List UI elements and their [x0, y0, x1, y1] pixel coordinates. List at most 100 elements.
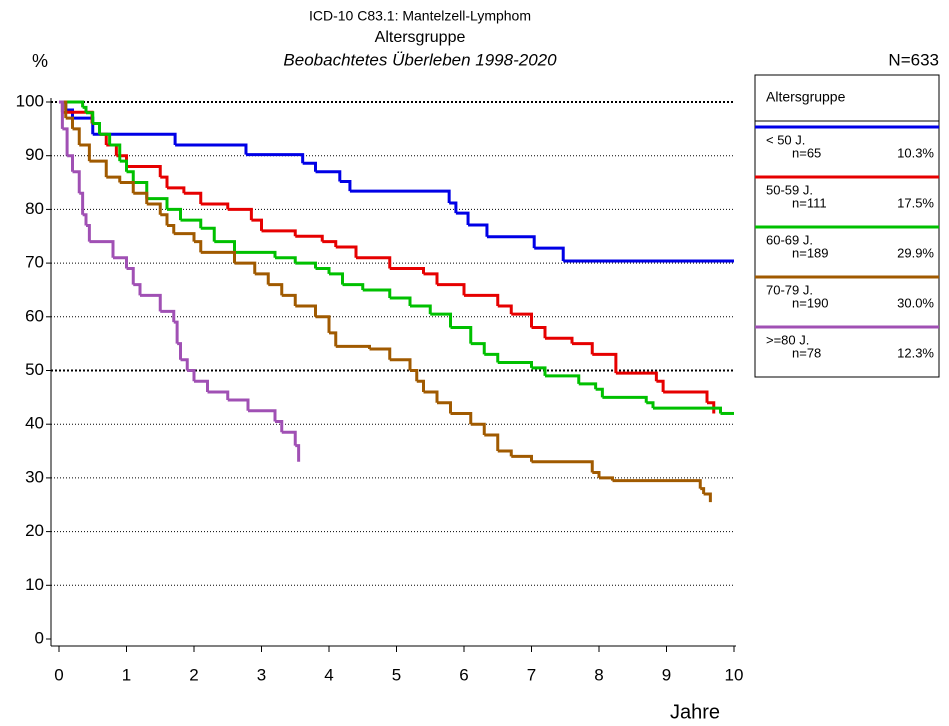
survival-step — [416, 379, 425, 392]
survival-step — [109, 143, 122, 162]
survival-step — [146, 197, 169, 210]
survival-step — [133, 283, 142, 296]
survival-step — [194, 379, 209, 392]
survival-step — [62, 127, 69, 156]
survival-step — [82, 105, 88, 113]
chart-title: ICD-10 C83.1: Mantelzell-Lymphom — [309, 8, 531, 24]
survival-step — [315, 315, 331, 333]
survival-step — [653, 406, 722, 414]
survival-step — [79, 143, 91, 162]
survival-step — [268, 283, 284, 296]
survival-step — [315, 170, 342, 182]
survival-step — [194, 240, 203, 253]
legend-label: 70-79 J. — [766, 282, 813, 297]
survival-step — [592, 471, 601, 478]
y-tick-label: 80 — [25, 199, 44, 218]
survival-step — [173, 232, 196, 242]
survival-step — [234, 250, 277, 258]
survival-step — [275, 256, 297, 264]
survival-step — [214, 240, 236, 253]
survival-step — [160, 309, 176, 323]
survival-step — [703, 492, 712, 503]
survival-step — [599, 476, 614, 481]
survival-step — [99, 132, 112, 145]
survival-step — [254, 272, 270, 285]
survival-step — [82, 213, 88, 226]
survival-step — [99, 132, 108, 145]
survival-step — [486, 235, 536, 249]
survival-step — [126, 170, 135, 183]
survival-step — [167, 224, 176, 234]
survival-step — [449, 201, 458, 214]
survival-step — [119, 181, 135, 194]
survival-step — [281, 293, 297, 307]
survival-step — [113, 256, 128, 269]
survival-step — [464, 293, 500, 307]
legend-share: 12.3% — [897, 345, 934, 360]
x-tick-label: 0 — [54, 665, 63, 684]
survival-step — [295, 444, 301, 462]
survival-step — [470, 342, 486, 355]
survival-step — [534, 246, 565, 261]
legend-label: 60-69 J. — [766, 232, 813, 247]
survival-step — [275, 420, 284, 433]
survival-step — [245, 153, 305, 164]
survival-step — [329, 331, 338, 347]
survival-step — [369, 347, 392, 360]
legend-title: Altersgruppe — [766, 89, 846, 105]
survival-step — [450, 326, 473, 344]
survival-step — [207, 390, 230, 401]
x-tick-label: 1 — [122, 665, 131, 684]
survival-step — [497, 449, 513, 457]
survival-step — [578, 382, 598, 390]
survival-step — [342, 283, 365, 290]
survival-step — [302, 161, 317, 172]
survival-step — [470, 422, 486, 435]
survival-step — [430, 312, 452, 328]
survival-step — [173, 320, 179, 344]
survival-step — [349, 189, 451, 203]
survival-step — [362, 288, 392, 299]
survival-step — [455, 211, 470, 225]
x-tick-label: 3 — [257, 665, 266, 684]
legend-share: 29.9% — [897, 245, 934, 260]
legend-label: >=80 J. — [766, 332, 809, 347]
survival-step — [119, 159, 128, 172]
x-tick-label: 7 — [527, 665, 536, 684]
survival-step — [389, 358, 412, 371]
survival-step — [227, 207, 253, 221]
y-tick-label: 30 — [25, 467, 44, 486]
survival-step — [356, 256, 392, 269]
legend-share: 17.5% — [897, 195, 934, 210]
y-tick-label: 50 — [25, 360, 44, 379]
note: N=633 — [888, 50, 939, 69]
legend-label: 50-59 J. — [766, 182, 813, 197]
survival-step — [106, 175, 122, 183]
survival-step — [615, 371, 658, 382]
survival-step — [146, 202, 162, 215]
x-tick-label: 9 — [662, 665, 671, 684]
survival-step — [160, 175, 169, 188]
survival-step — [437, 401, 452, 414]
survival-step — [511, 312, 533, 328]
survival-step — [484, 352, 500, 363]
survival-step — [251, 218, 263, 231]
survival-step — [126, 164, 162, 178]
survival-step — [183, 191, 203, 205]
survival-step — [410, 369, 419, 382]
survival-step — [389, 266, 425, 274]
survival-step — [126, 266, 135, 285]
legend-label: < 50 J. — [766, 132, 805, 147]
x-tick-label: 6 — [459, 665, 468, 684]
survival-step — [410, 304, 432, 315]
y-tick-label: 0 — [35, 628, 44, 647]
survival-step — [295, 261, 317, 269]
survival-step — [200, 202, 230, 210]
survival-step — [261, 229, 297, 237]
legend-n: n=189 — [792, 245, 829, 260]
survival-step — [663, 390, 709, 403]
x-tick-label: 5 — [392, 665, 401, 684]
survival-step — [450, 411, 473, 425]
legend-n: n=190 — [792, 295, 829, 310]
survival-step — [133, 181, 149, 199]
